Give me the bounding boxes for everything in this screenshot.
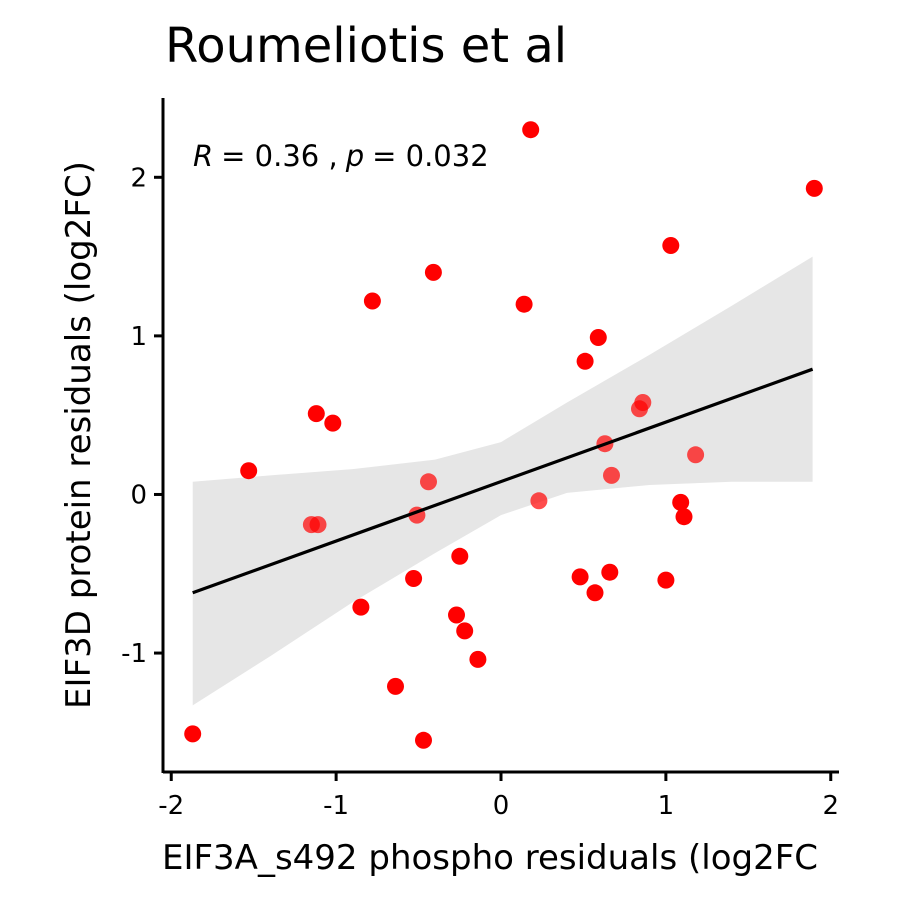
x-tick-label-1: -1: [323, 791, 349, 821]
data-point-19: [522, 121, 540, 139]
data-point-6: [352, 598, 370, 616]
data-point-35: [805, 179, 823, 197]
data-point-31: [662, 237, 680, 254]
y-axis-ticks: -1 0 1 2: [121, 163, 163, 669]
data-point-15: [451, 547, 469, 565]
x-axis-title: EIF3A_s492 phospho residuals (log2FC: [162, 838, 818, 878]
chart-title: Roumeliotis et al: [165, 18, 567, 74]
p-symbol: p: [345, 139, 364, 173]
data-point-13: [424, 263, 442, 281]
y-tick-label-2: 1: [130, 322, 147, 352]
r-symbol: R: [193, 139, 213, 173]
data-point-17: [469, 650, 487, 668]
x-tick-label-0: -2: [158, 791, 184, 821]
y-axis-title: EIF3D protein residuals (log2FC): [59, 161, 99, 709]
data-point-7: [363, 292, 381, 310]
y-tick-label-0: -1: [121, 639, 147, 669]
data-point-0: [184, 725, 202, 743]
data-point-24: [589, 329, 607, 346]
data-point-30: [657, 571, 675, 589]
data-point-23: [586, 584, 604, 602]
data-point-21: [571, 568, 589, 586]
data-point-5: [324, 414, 342, 432]
data-point-33: [675, 508, 693, 526]
data-point-20: [530, 492, 548, 510]
data-point-34: [687, 446, 705, 464]
correlation-annotation: R = 0.36 , p = 0.032: [193, 139, 489, 173]
regression-line: [192, 367, 814, 595]
data-point-9: [405, 570, 423, 587]
data-point-12: [420, 473, 437, 491]
data-point-27: [603, 466, 620, 484]
data-point-1: [240, 462, 258, 480]
data-point-4: [307, 405, 325, 423]
x-tick-label-3: 1: [658, 791, 675, 821]
data-point-8: [387, 677, 404, 695]
x-tick-label-4: 2: [822, 791, 839, 821]
p-value: = 0.032: [372, 139, 489, 173]
data-point-29: [634, 394, 652, 411]
x-tick-label-2: 0: [493, 791, 510, 821]
data-point-3: [309, 516, 327, 534]
x-axis-ticks: -2 -1 0 1 2: [158, 772, 839, 821]
y-tick-label-3: 2: [130, 163, 147, 193]
data-point-22: [576, 352, 594, 370]
data-point-16: [456, 622, 474, 640]
data-point-26: [601, 563, 619, 581]
plot-area: [184, 121, 823, 749]
r-value: = 0.36 ,: [221, 139, 338, 173]
data-point-11: [415, 731, 432, 749]
data-point-18: [515, 295, 533, 313]
y-tick-label-1: 0: [130, 480, 147, 510]
data-point-32: [672, 493, 690, 511]
points-layer: [184, 121, 823, 749]
data-point-14: [448, 606, 465, 624]
